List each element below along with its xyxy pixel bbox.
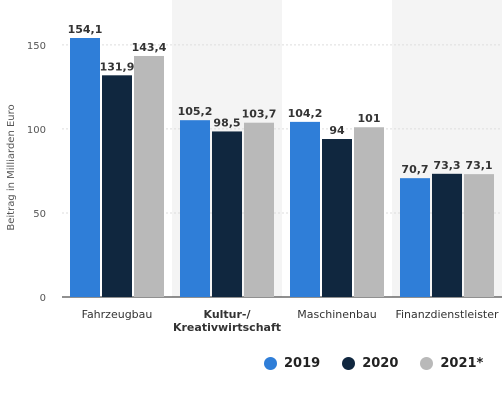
- legend-dot-2019: [264, 357, 277, 370]
- bar-2021-0[interactable]: [134, 55, 164, 297]
- value-label: 73,3: [433, 159, 460, 172]
- bar-2019-0[interactable]: [70, 38, 100, 297]
- legend-dot-2020: [342, 357, 356, 370]
- value-label: 98,5: [213, 116, 240, 129]
- legend-item-2020[interactable]: 2020: [342, 356, 398, 371]
- value-label: 103,7: [242, 108, 277, 121]
- bar-2020-2[interactable]: [322, 139, 352, 297]
- bar-2021-1[interactable]: [244, 122, 274, 297]
- value-label: 143,4: [132, 41, 167, 54]
- value-label: 73,1: [465, 159, 492, 172]
- x-axis-labels: Fahrzeugbau Kultur-/Kreativwirtschaft Masc…: [82, 308, 499, 334]
- bars: [70, 38, 494, 298]
- y-tick-label: 0: [40, 293, 46, 304]
- y-axis-ticks: 0 50 100 150: [27, 41, 46, 304]
- y-tick-label: 50: [33, 209, 46, 220]
- legend-dot-2021: [420, 357, 434, 370]
- bar-2020-1[interactable]: [212, 131, 242, 297]
- x-tick-label: Kultur-/: [203, 308, 251, 321]
- legend-label-2020: 2020: [362, 356, 399, 371]
- y-axis-label: Beitrag in Milliarden Euro: [6, 104, 17, 230]
- x-tick-label: Fahrzeugbau: [82, 308, 153, 321]
- bar-2019-1[interactable]: [180, 120, 210, 297]
- bar-2021-3[interactable]: [464, 174, 494, 297]
- value-label: 70,7: [401, 163, 428, 176]
- bar-2021-2[interactable]: [354, 127, 384, 298]
- value-label: 104,2: [288, 107, 323, 120]
- bar-2019-3[interactable]: [400, 178, 430, 297]
- value-label: 94: [329, 124, 345, 137]
- legend-item-2019[interactable]: 2019: [264, 356, 320, 371]
- bar-2019-2[interactable]: [290, 121, 320, 297]
- value-label: 101: [358, 112, 381, 125]
- y-tick-label: 150: [27, 41, 46, 52]
- bar-2020-0[interactable]: [102, 75, 132, 297]
- x-tick-label: Maschinenbau: [297, 308, 376, 321]
- y-tick-label: 100: [27, 125, 46, 136]
- legend: 2019 2020 2021*: [264, 356, 483, 371]
- legend-item-2021[interactable]: 2021*: [420, 356, 483, 371]
- value-label: 154,1: [68, 23, 103, 36]
- value-label: 131,9: [100, 60, 135, 73]
- legend-label-2019: 2019: [284, 356, 321, 371]
- x-tick-label: Finanzdienstleister: [395, 308, 499, 321]
- legend-label-2021: 2021*: [440, 356, 484, 371]
- x-tick-label: Kreativwirtschaft: [173, 321, 281, 334]
- value-label: 105,2: [178, 105, 213, 118]
- bar-2020-3[interactable]: [432, 173, 462, 297]
